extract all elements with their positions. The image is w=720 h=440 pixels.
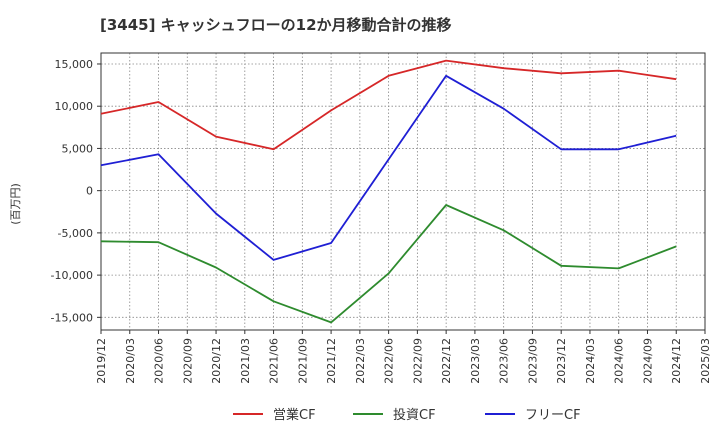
series-line-フリーCF xyxy=(100,74,677,261)
x-tick-label: 2020/12 xyxy=(210,338,223,384)
x-tick-label: 2024/09 xyxy=(641,338,654,384)
y-axis-ticks: 15,000 10,000 5,000 0 -5,000 -10,000 -15,000 xyxy=(51,58,101,324)
x-tick-label: 2021/09 xyxy=(296,338,309,384)
series-line-営業CF xyxy=(100,59,677,151)
x-tick-label: 2019/12 xyxy=(95,338,108,384)
x-tick-label: 2023/12 xyxy=(555,338,568,384)
x-tick-label: 2022/09 xyxy=(411,338,424,384)
series-group xyxy=(100,59,677,324)
legend: 営業CF 投資CF フリーCF xyxy=(233,407,581,423)
y-tick-label: -5,000 xyxy=(58,227,93,240)
plot-frame xyxy=(100,52,706,331)
x-tick-label: 2023/06 xyxy=(498,338,511,384)
x-tick-label: 2023/09 xyxy=(526,338,539,384)
series-line-投資CF xyxy=(100,204,677,324)
y-tick-label: -15,000 xyxy=(51,311,93,324)
x-axis-ticks: 2019/12 2020/03 2020/06 2020/09 2020/12 2021/… xyxy=(95,330,712,384)
x-tick-label: 2025/03 xyxy=(699,338,712,384)
x-tick-label: 2022/12 xyxy=(440,338,453,384)
x-tick-label: 2021/12 xyxy=(325,338,338,384)
y-axis-label: (百万円) xyxy=(9,183,22,225)
y-tick-label: 0 xyxy=(86,185,93,198)
x-tick-label: 2023/03 xyxy=(469,338,482,384)
y-tick-label: -10,000 xyxy=(51,269,93,282)
legend-label: 投資CF xyxy=(393,407,436,423)
chart-title: [3445] キャッシュフローの12か月移動合計の推移 xyxy=(100,16,452,34)
x-tick-label: 2020/06 xyxy=(153,338,166,384)
y-tick-label: 10,000 xyxy=(55,100,94,113)
x-tick-label: 2021/06 xyxy=(268,338,281,384)
y-tick-label: 15,000 xyxy=(55,58,94,71)
x-tick-label: 2024/06 xyxy=(613,338,626,384)
x-tick-label: 2024/12 xyxy=(670,338,683,384)
x-tick-label: 2020/09 xyxy=(181,338,194,384)
x-tick-label: 2022/03 xyxy=(354,338,367,384)
legend-label: 営業CF xyxy=(273,407,316,423)
x-tick-label: 2021/03 xyxy=(239,338,252,384)
x-tick-label: 2024/03 xyxy=(584,338,597,384)
y-tick-label: 5,000 xyxy=(62,142,94,155)
x-tick-label: 2020/03 xyxy=(124,338,137,384)
x-tick-label: 2022/06 xyxy=(383,338,396,384)
legend-label: フリーCF xyxy=(525,408,581,423)
